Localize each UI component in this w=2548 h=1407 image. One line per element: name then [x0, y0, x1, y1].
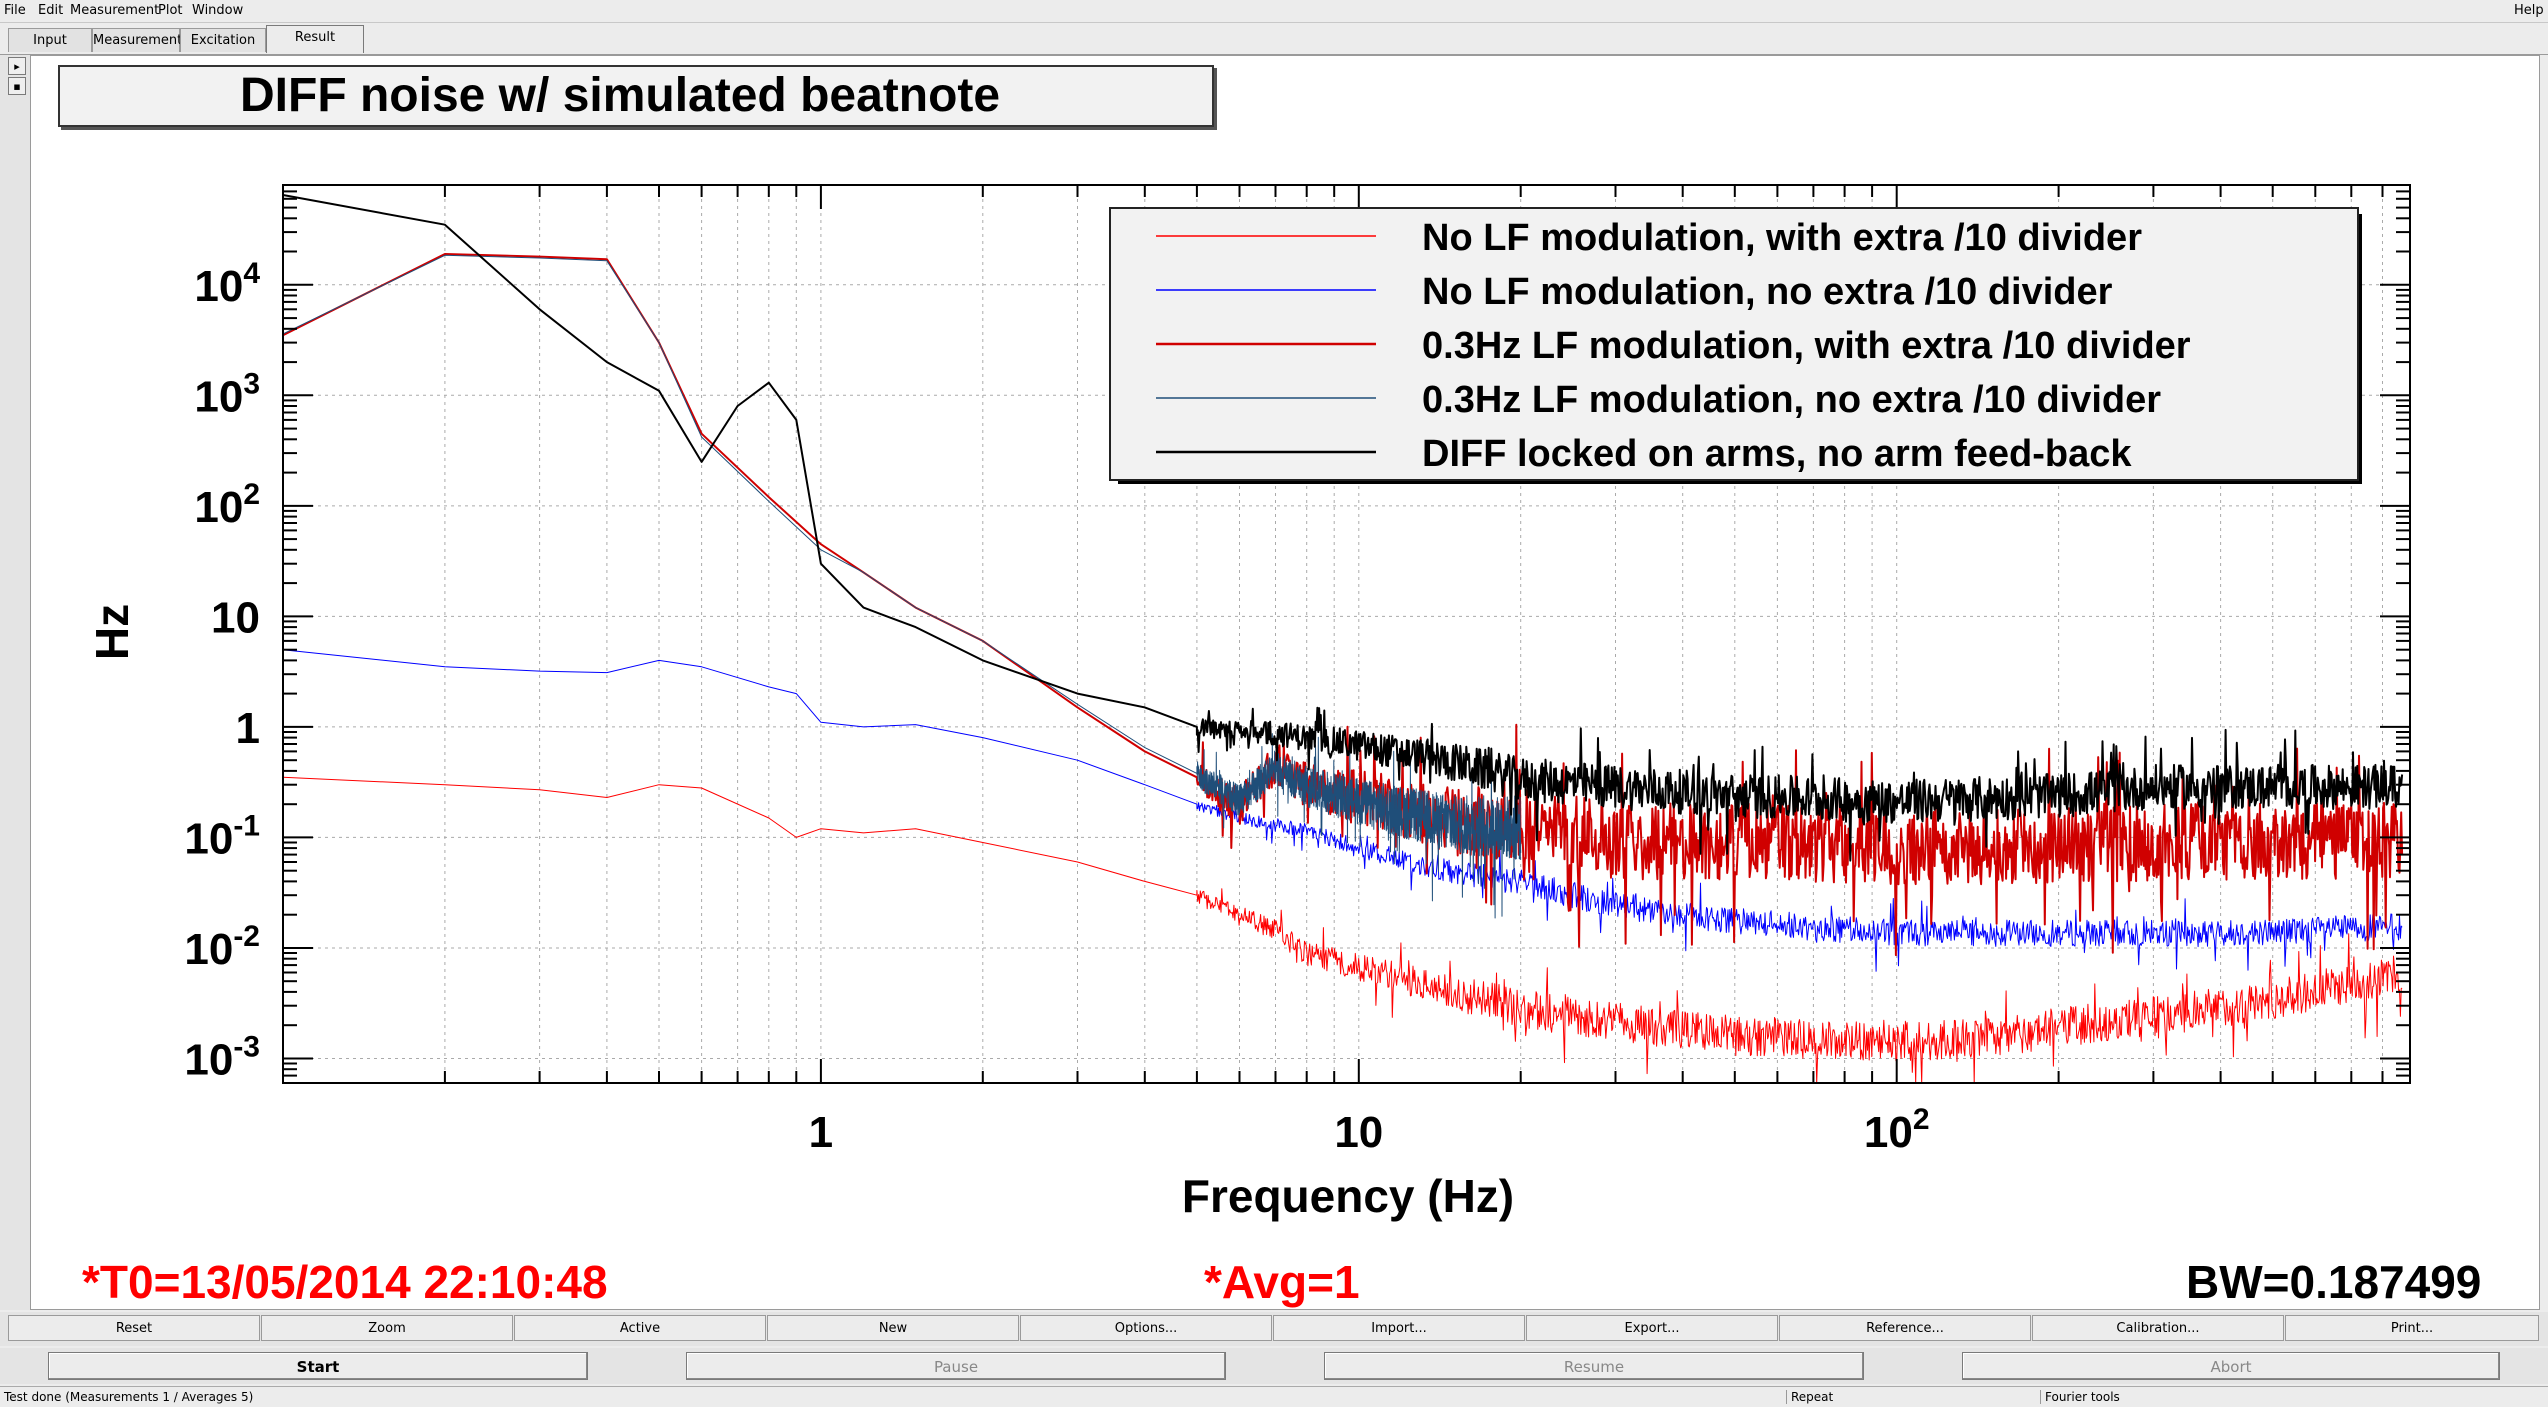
arrow-right-icon[interactable]: ▸: [8, 57, 26, 75]
menu-edit[interactable]: Edit: [38, 3, 64, 18]
tab-input[interactable]: Input: [8, 28, 92, 52]
series-line-1: [282, 776, 2403, 1084]
tick-label: 102: [1864, 1103, 1930, 1157]
pause-button[interactable]: Pause: [686, 1352, 1226, 1380]
menu-window[interactable]: Window: [192, 3, 244, 18]
tick-label: 1: [809, 1108, 833, 1157]
avg-readout: *Avg=1: [1204, 1256, 1360, 1308]
axis-ticks: [282, 184, 2411, 1084]
bw-readout: BW=0.187499: [2186, 1256, 2482, 1308]
y-axis-label: Hz: [86, 604, 138, 660]
resume-button[interactable]: Resume: [1324, 1352, 1864, 1380]
legend-label-4: 0.3Hz LF modulation, no extra /10 divide…: [1422, 379, 2161, 421]
menu-help[interactable]: Help: [2514, 3, 2544, 18]
series-line-2: [282, 649, 2403, 972]
series-lines: [282, 194, 2404, 1084]
menu-bar: File Edit Measurement Plot Window Help: [0, 0, 2548, 23]
abort-button[interactable]: Abort: [1962, 1352, 2500, 1380]
tick-label: 104: [194, 257, 260, 311]
reference-button[interactable]: Reference...: [1779, 1315, 2031, 1341]
measurement-controls: Start Pause Resume Abort: [0, 1348, 2548, 1384]
tick-label: 10-2: [184, 920, 260, 974]
status-bar: Test done (Measurements 1 / Averages 5) …: [0, 1386, 2548, 1407]
export-button[interactable]: Export...: [1526, 1315, 1778, 1341]
tab-result[interactable]: Result: [266, 25, 364, 53]
new-button[interactable]: New: [767, 1315, 1019, 1341]
legend-label-1: No LF modulation, with extra /10 divider: [1422, 217, 2142, 259]
tick-label: 103: [194, 367, 260, 421]
active-button[interactable]: Active: [514, 1315, 766, 1341]
tick-label: 10-3: [184, 1030, 260, 1084]
tick-label: 102: [194, 478, 260, 532]
series-line-5: [282, 194, 2404, 862]
expand-icon[interactable]: ▪: [8, 77, 26, 95]
status-tools: Fourier tools: [2040, 1390, 2120, 1404]
menu-measurement[interactable]: Measurement: [70, 3, 160, 18]
tick-label: 10: [211, 593, 260, 642]
tab-excitation[interactable]: Excitation: [180, 28, 266, 52]
status-repeat: Repeat: [1786, 1390, 1833, 1404]
menu-plot[interactable]: Plot: [158, 3, 183, 18]
status-message: Test done (Measurements 1 / Averages 5): [4, 1390, 254, 1404]
legend-label-3: 0.3Hz LF modulation, with extra /10 divi…: [1422, 325, 2191, 367]
x-axis-label: Frequency (Hz): [1182, 1170, 1514, 1222]
zoom-button[interactable]: Zoom: [261, 1315, 513, 1341]
print-button[interactable]: Print...: [2285, 1315, 2539, 1341]
tab-bar: Input Measurement Excitation Result: [0, 24, 2548, 55]
start-button[interactable]: Start: [48, 1352, 588, 1380]
tick-label: 10-1: [184, 809, 260, 863]
legend: No LF modulation, with extra /10 divider…: [1109, 207, 2362, 484]
tab-measurement[interactable]: Measurement: [92, 28, 182, 52]
options-button[interactable]: Options...: [1020, 1315, 1272, 1341]
series-line-4: [282, 254, 1522, 919]
plot-toolbar: Reset Zoom Active New Options... Import.…: [0, 1312, 2548, 1346]
calibration-button[interactable]: Calibration...: [2032, 1315, 2284, 1341]
tick-label: 1: [236, 704, 260, 753]
import-button[interactable]: Import...: [1273, 1315, 1525, 1341]
chart-title: DIFF noise w/ simulated beatnote: [58, 65, 1214, 127]
menu-file[interactable]: File: [4, 3, 26, 18]
t0-readout: *T0=13/05/2014 22:10:48: [82, 1256, 608, 1308]
tick-label: 10: [1334, 1108, 1383, 1157]
legend-label-2: No LF modulation, no extra /10 divider: [1422, 271, 2113, 313]
reset-button[interactable]: Reset: [8, 1315, 260, 1341]
legend-label-5: DIFF locked on arms, no arm feed-back: [1422, 433, 2132, 475]
